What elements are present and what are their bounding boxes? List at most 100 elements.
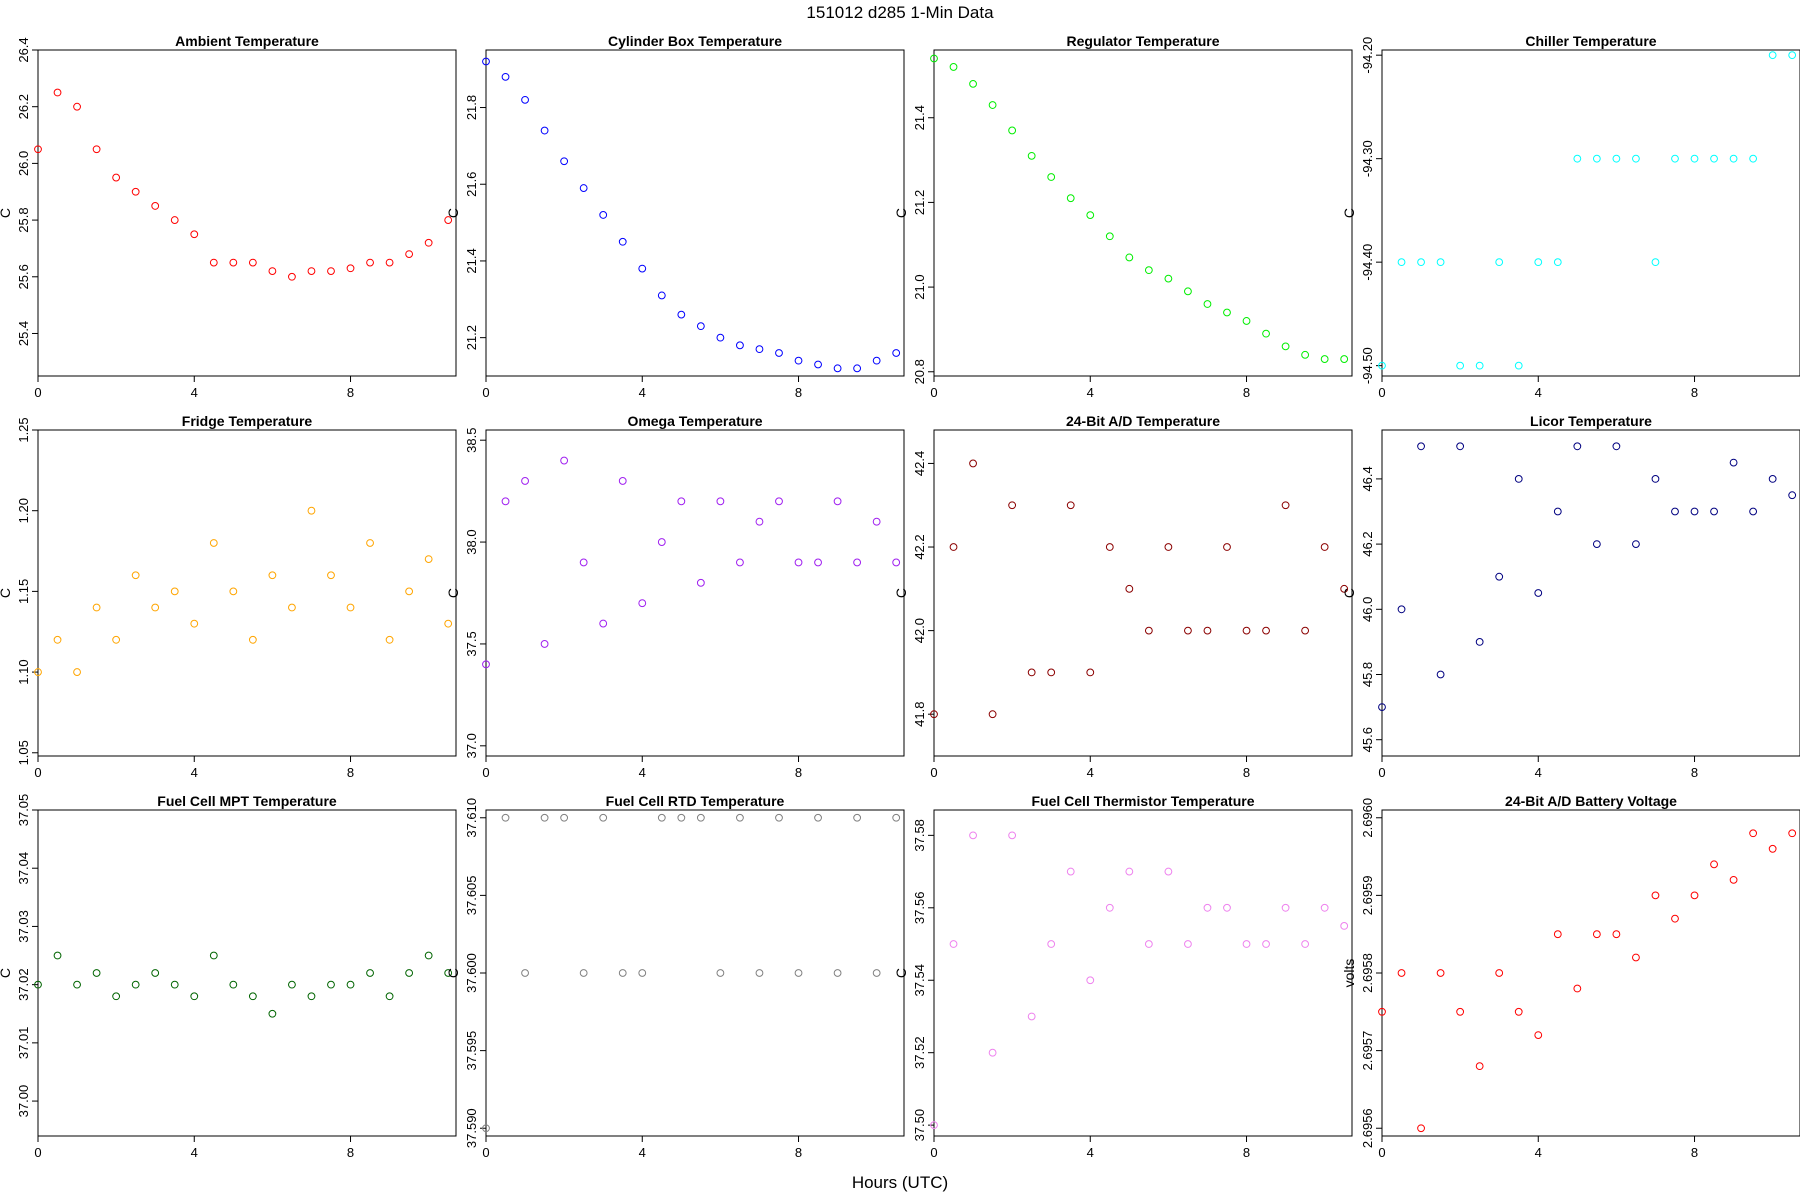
- plot-frame: [933, 49, 1353, 377]
- y-tick-label: 21.4: [912, 105, 927, 130]
- data-point: [1612, 154, 1621, 163]
- data-point: [131, 980, 140, 989]
- data-point: [1125, 253, 1134, 262]
- y-axis-label: C: [0, 588, 13, 598]
- chart-title: 24-Bit A/D Battery Voltage: [1505, 793, 1677, 809]
- plot-frame: [37, 49, 457, 377]
- data-point: [1592, 154, 1601, 163]
- data-point: [579, 558, 588, 567]
- data-point: [892, 813, 901, 822]
- chart-panel-5: Fridge Temperature C 0 4 8 1.05 1.10 1.15 1.20 1.…: [0, 413, 457, 780]
- data-point: [34, 668, 42, 676]
- data-point: [716, 497, 725, 506]
- data-point: [1223, 903, 1231, 912]
- data-point: [775, 349, 783, 357]
- y-tick-label: 42.2: [912, 534, 927, 559]
- data-point: [1144, 266, 1153, 275]
- data-point: [1125, 584, 1134, 593]
- data-point: [1690, 891, 1699, 900]
- data-point: [366, 539, 374, 547]
- data-point: [1262, 940, 1270, 948]
- data-point: [1749, 829, 1758, 838]
- data-point: [170, 980, 179, 989]
- x-tick-label: 8: [1691, 765, 1698, 780]
- data-point: [1534, 1031, 1543, 1039]
- y-axis-label: C: [1341, 208, 1357, 218]
- x-tick-label: 8: [1691, 385, 1698, 400]
- data-point: [1262, 626, 1270, 635]
- x-tick-label: 4: [1535, 1145, 1542, 1160]
- data-point: [755, 969, 764, 977]
- data-point: [657, 291, 666, 300]
- data-point: [638, 599, 647, 608]
- y-tick-label: 37.05: [16, 794, 31, 827]
- x-tick-label: 4: [1087, 765, 1094, 780]
- data-point: [229, 980, 238, 989]
- data-point: [1788, 491, 1797, 500]
- data-point: [657, 538, 666, 546]
- chart-panel-12: 24-Bit A/D Battery Voltage volts 0 4 8 2.6956…: [1341, 793, 1800, 1160]
- data-point: [1086, 668, 1095, 677]
- data-point: [521, 95, 529, 104]
- data-point: [1456, 1007, 1465, 1016]
- data-point: [1573, 154, 1582, 163]
- data-point: [385, 635, 394, 644]
- data-point: [112, 635, 121, 644]
- x-tick-label: 0: [34, 765, 41, 780]
- data-point: [1340, 584, 1349, 593]
- data-point: [1008, 831, 1017, 840]
- data-point: [53, 635, 62, 644]
- data-point: [73, 102, 81, 111]
- data-point: [853, 558, 862, 567]
- data-point: [1729, 154, 1738, 163]
- chart-panel-1: Ambient Temperature C 0 4 8 25.4 25.6 25.8 26.0 2…: [0, 33, 457, 400]
- data-point: [1690, 507, 1699, 516]
- data-point: [599, 813, 608, 822]
- data-point: [755, 345, 764, 354]
- data-point: [1592, 540, 1601, 548]
- data-point: [444, 619, 453, 628]
- y-tick-label: 21.8: [464, 95, 479, 120]
- x-tick-label: 0: [34, 1145, 41, 1160]
- chart-title: Fridge Temperature: [182, 413, 313, 429]
- data-point: [1553, 258, 1562, 267]
- y-tick-label: 46.2: [1360, 531, 1375, 556]
- y-tick-label: 26.2: [16, 94, 31, 119]
- data-point: [1301, 350, 1310, 359]
- data-point: [1690, 154, 1699, 163]
- data-point: [560, 456, 569, 465]
- data-point: [1066, 194, 1075, 203]
- data-point: [1534, 589, 1543, 597]
- data-point: [1105, 232, 1114, 241]
- data-point: [1203, 626, 1212, 635]
- y-tick-label: 26.4: [16, 37, 31, 62]
- data-point: [736, 558, 744, 567]
- data-point: [1710, 154, 1718, 163]
- data-point: [1417, 1124, 1425, 1133]
- data-point: [1632, 953, 1640, 962]
- data-point: [1378, 361, 1386, 370]
- data-point: [190, 619, 199, 628]
- data-point: [405, 250, 414, 259]
- data-point: [151, 202, 160, 210]
- data-point: [482, 57, 490, 66]
- data-point: [209, 258, 218, 267]
- data-point: [1612, 442, 1621, 451]
- data-point: [949, 940, 958, 948]
- x-tick-label: 4: [639, 1145, 646, 1160]
- y-axis-label: C: [893, 208, 909, 218]
- data-point: [307, 506, 316, 515]
- x-tick-label: 4: [191, 385, 198, 400]
- data-point: [288, 603, 296, 612]
- data-point: [92, 603, 101, 612]
- data-point: [618, 237, 627, 246]
- data-point: [638, 264, 647, 273]
- x-tick-label: 4: [1087, 385, 1094, 400]
- data-point: [599, 211, 608, 219]
- data-point: [209, 539, 218, 547]
- x-tick-label: 8: [1243, 1145, 1250, 1160]
- data-point: [540, 813, 549, 822]
- data-point: [1436, 258, 1445, 267]
- data-point: [501, 813, 510, 822]
- y-tick-label: 2.6960: [1360, 798, 1375, 838]
